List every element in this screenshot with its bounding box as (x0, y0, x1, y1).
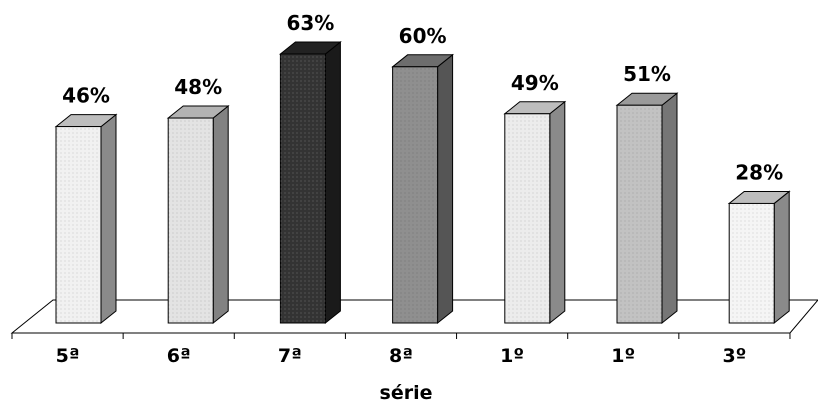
x-tick-label: 3º (722, 345, 746, 367)
x-axis (11, 332, 791, 339)
bar-texture (56, 126, 101, 323)
bar-texture (392, 66, 438, 324)
x-tick-label: 1º (500, 345, 524, 367)
bar (391, 53, 455, 325)
value-label: 48% (174, 75, 222, 99)
x-axis-label: série (380, 382, 433, 404)
bar (727, 190, 791, 325)
bar-side (661, 92, 678, 325)
x-tick-label: 6ª (167, 345, 191, 367)
bar-texture (168, 118, 214, 323)
bar-side (773, 190, 790, 325)
x-tick-label: 7ª (278, 345, 302, 367)
x-tick-label: 1º (611, 345, 635, 367)
bar-side (212, 104, 229, 325)
bar-side (324, 40, 341, 325)
bar (166, 104, 230, 325)
value-label: 46% (62, 84, 110, 108)
bar-texture (617, 105, 662, 323)
bar (503, 100, 567, 325)
bar-side (549, 100, 566, 325)
bar-side (437, 53, 454, 325)
x-tick-labels: 5ª 6ª 7ª 8ª 1º 1º 3º (56, 345, 747, 367)
x-tick-label: 5ª (56, 345, 80, 367)
bar (278, 40, 342, 325)
value-label: 51% (623, 62, 671, 86)
value-label: 63% (286, 11, 334, 35)
value-label: 49% (511, 71, 559, 95)
x-tick-label: 8ª (389, 345, 413, 367)
value-label: 28% (735, 160, 783, 184)
bar-texture (280, 53, 326, 324)
bar (615, 92, 679, 325)
bar (54, 113, 118, 325)
value-label: 60% (399, 24, 447, 48)
value-labels: 46% 48% 63% 60% 49% 51% 28% (62, 11, 783, 184)
bar-side (100, 113, 117, 325)
bar-texture (729, 203, 775, 323)
bars (54, 40, 791, 325)
bar-texture (504, 113, 550, 324)
